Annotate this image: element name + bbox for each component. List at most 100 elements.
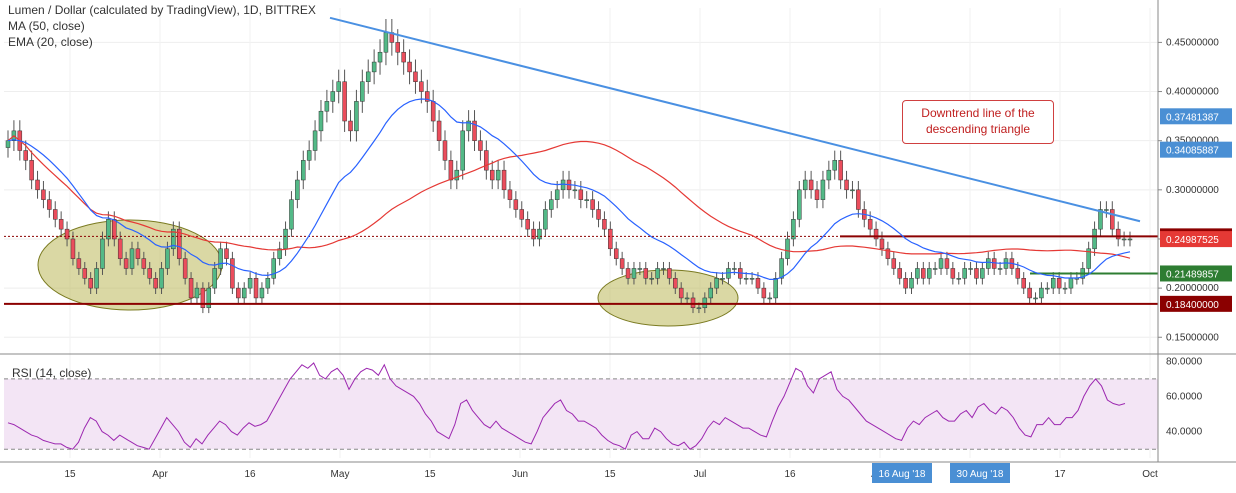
candle-body (94, 268, 99, 289)
candle-body (962, 268, 967, 279)
candle-body (5, 140, 11, 148)
rsi-line (7, 362, 1126, 450)
candle-body (602, 219, 607, 230)
candle-body (365, 71, 371, 82)
price-tag (1160, 295, 1232, 312)
time-tick-label: 15 (424, 469, 436, 480)
candle-body (867, 219, 873, 230)
candle-body (743, 278, 749, 280)
candle-body (324, 101, 330, 112)
candle-body (23, 150, 28, 161)
candle-body (696, 307, 702, 310)
candle-body (1062, 287, 1068, 290)
candle-body (123, 258, 129, 269)
candle-body (732, 268, 737, 270)
rsi-legend: RSI (14, close) (12, 366, 92, 380)
candle-body (413, 71, 418, 82)
candle-body (106, 219, 111, 240)
candle-body (572, 189, 578, 192)
candle-body (661, 268, 666, 270)
candle-body (844, 179, 849, 191)
candle-body (135, 248, 141, 259)
candle-body (41, 189, 46, 200)
candle-body (974, 268, 979, 279)
candle-body (1015, 268, 1021, 279)
candle-body (241, 287, 247, 299)
candle-body (525, 219, 530, 230)
candle-body (336, 81, 341, 92)
time-tick-label: May (331, 469, 350, 480)
candle-body (613, 248, 619, 259)
candle-body (70, 238, 76, 259)
candle-body (489, 169, 495, 181)
candle-body (1056, 278, 1062, 289)
price-tick-label: 0.40000000 (1166, 87, 1219, 98)
candle-body (159, 268, 164, 289)
candle-body (619, 258, 625, 269)
candle-body (1045, 287, 1050, 290)
candle-body (425, 91, 430, 102)
candle-body (448, 160, 454, 181)
candle-body (35, 179, 40, 191)
candle-body (478, 140, 483, 151)
candle-body (295, 179, 300, 200)
candle-body (436, 120, 442, 141)
candle-body (277, 248, 282, 259)
candle-body (944, 258, 950, 269)
candle-body (141, 258, 147, 269)
candle-body (826, 169, 832, 181)
candle-body (909, 278, 914, 289)
candle-body (194, 287, 200, 299)
candle-body (519, 209, 525, 220)
candle-body (779, 258, 784, 279)
time-tick-label: Oct (1142, 469, 1158, 480)
candle-body (950, 268, 956, 279)
candle-body (507, 189, 513, 200)
candle-body (117, 238, 123, 259)
candle-body (129, 248, 135, 269)
candle-body (1098, 209, 1103, 230)
candle-body (684, 297, 690, 300)
candle-body (625, 268, 631, 279)
candle-body (377, 51, 383, 63)
candle-body (354, 101, 359, 132)
candle-body (442, 140, 448, 161)
date-tag-label: 30 Aug '18 (957, 469, 1004, 480)
candle-body (932, 268, 938, 270)
candle-body (330, 91, 336, 102)
price-tag (1160, 231, 1232, 248)
candle-body (1110, 209, 1115, 230)
candle-body (584, 199, 589, 201)
candle-body (247, 278, 253, 289)
candle-body (531, 228, 536, 240)
date-tag (872, 463, 932, 483)
candle-body (472, 120, 477, 141)
candle-body (454, 169, 460, 181)
candle-body (926, 268, 932, 279)
candle-body (596, 209, 601, 220)
candle-body (301, 160, 306, 181)
axes: 0.45000000 0.40000000 0.35000000 0.30000000… (0, 0, 1236, 483)
annotation-callout: Downtrend line of the descending triangl… (902, 100, 1054, 144)
candle-body (1121, 238, 1127, 241)
candle-body (306, 150, 312, 161)
time-tick-label: 15 (64, 469, 76, 480)
candle-body (956, 278, 961, 280)
candle-body (578, 189, 584, 200)
candle-body (259, 287, 265, 299)
date-tag-label: 16 Aug '18 (879, 469, 926, 480)
price-tag-label: 0.24987525 (1166, 235, 1219, 246)
candle-body (667, 268, 672, 279)
rsi-band (4, 378, 1158, 450)
candle-body (466, 120, 471, 132)
candle-body (430, 101, 436, 122)
candle-body (714, 278, 719, 289)
price-tick-label: 0.20000000 (1166, 283, 1219, 294)
candle-body (224, 248, 229, 259)
candle-body (253, 278, 259, 299)
date-tag (950, 463, 1010, 483)
candle-body (58, 219, 64, 230)
candle-body (915, 268, 920, 279)
candle-body (897, 268, 902, 279)
